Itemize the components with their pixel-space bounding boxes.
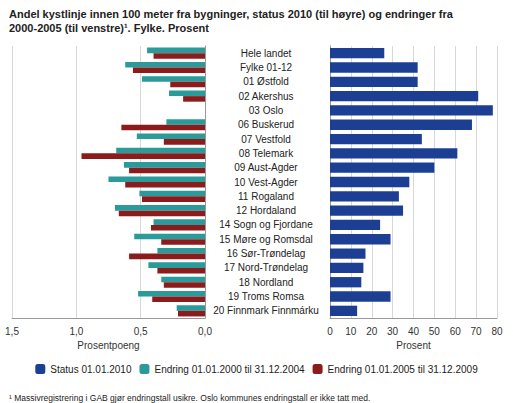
svg-text:19 Troms Romsa: 19 Troms Romsa <box>228 291 305 302</box>
svg-text:10: 10 <box>345 326 357 337</box>
svg-text:20 Finnmark Finnmárku: 20 Finnmark Finnmárku <box>213 305 319 316</box>
svg-text:12 Hordaland: 12 Hordaland <box>236 205 296 216</box>
svg-text:30: 30 <box>387 326 399 337</box>
svg-text:Hele landet: Hele landet <box>241 48 292 59</box>
svg-text:16 Sør-Trøndelag: 16 Sør-Trøndelag <box>227 248 306 259</box>
svg-text:Endring 01.01.2000 til 31.12.2: Endring 01.01.2000 til 31.12.2004 <box>154 364 305 375</box>
svg-text:10 Vest-Agder: 10 Vest-Agder <box>234 177 298 188</box>
svg-text:01 Østfold: 01 Østfold <box>243 76 289 87</box>
svg-text:17 Nord-Trøndelag: 17 Nord-Trøndelag <box>224 262 308 273</box>
svg-text:1,0: 1,0 <box>69 326 83 337</box>
svg-text:0,5: 0,5 <box>134 326 148 337</box>
svg-text:09 Aust-Agder: 09 Aust-Agder <box>234 162 298 173</box>
svg-text:80: 80 <box>491 326 503 337</box>
svg-text:08 Telemark: 08 Telemark <box>239 148 294 159</box>
svg-text:18 Nordland: 18 Nordland <box>239 277 293 288</box>
svg-text:Prosentpoeng: Prosentpoeng <box>77 340 139 351</box>
svg-text:11 Rogaland: 11 Rogaland <box>238 191 294 202</box>
svg-text:03 Oslo: 03 Oslo <box>249 105 284 116</box>
svg-text:20: 20 <box>366 326 378 337</box>
svg-text:07 Vestfold: 07 Vestfold <box>241 134 290 145</box>
svg-text:70: 70 <box>471 326 483 337</box>
svg-text:Andel kystlinje innen 100 mete: Andel kystlinje innen 100 meter fra bygn… <box>9 8 456 20</box>
svg-text:06 Buskerud: 06 Buskerud <box>238 119 294 130</box>
svg-text:2000-2005 (til venstre)¹. Fylk: 2000-2005 (til venstre)¹. Fylke. Prosent <box>9 22 209 34</box>
svg-text:60: 60 <box>450 326 462 337</box>
svg-text:1,5: 1,5 <box>5 326 19 337</box>
svg-text:0,0: 0,0 <box>198 326 212 337</box>
svg-text:Fylke 01-12: Fylke 01-12 <box>240 62 293 73</box>
svg-text:0: 0 <box>327 326 333 337</box>
svg-text:02 Akershus: 02 Akershus <box>238 91 293 102</box>
svg-text:40: 40 <box>408 326 420 337</box>
svg-text:¹ Massivregistrering i GAB gjø: ¹ Massivregistrering i GAB gjør endrings… <box>9 393 370 403</box>
svg-text:Endring 01.01.2005 til 31.12.2: Endring 01.01.2005 til 31.12.2009 <box>328 364 479 375</box>
svg-text:Status 01.01.2010: Status 01.01.2010 <box>50 364 132 375</box>
svg-text:50: 50 <box>429 326 441 337</box>
svg-text:14 Sogn og Fjordane: 14 Sogn og Fjordane <box>219 219 313 230</box>
svg-text:15 Møre og Romsdal: 15 Møre og Romsdal <box>219 234 312 245</box>
svg-text:Prosent: Prosent <box>396 340 431 351</box>
